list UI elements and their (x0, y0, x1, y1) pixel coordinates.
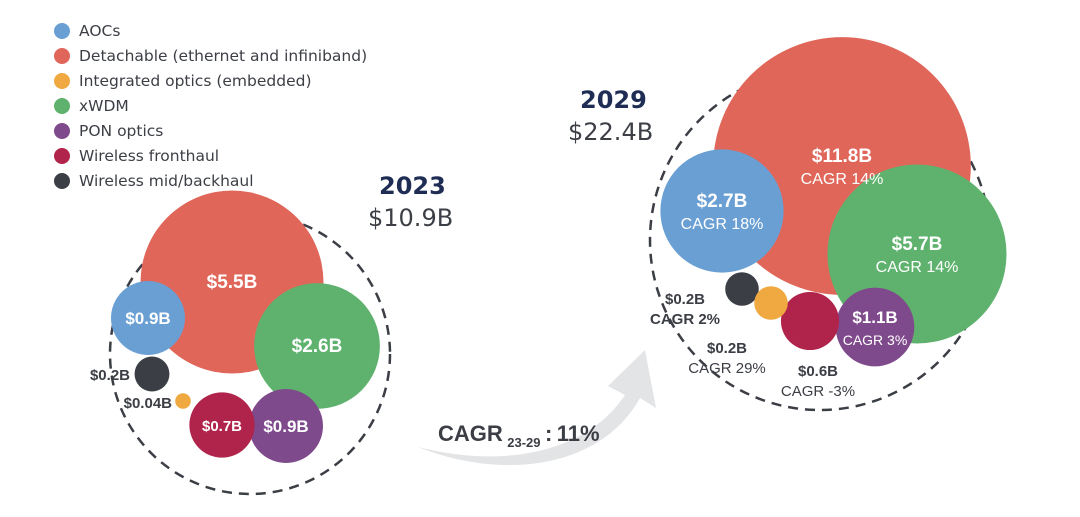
legend-item: Integrated optics (embedded) (54, 68, 367, 93)
legend-label: Integrated optics (embedded) (79, 71, 312, 90)
cagr-label: CAGR -3% (781, 383, 855, 400)
legend-swatch (54, 122, 70, 139)
data-label: $5.7B (892, 234, 943, 255)
data-label: $11.8B (812, 146, 872, 167)
bubble-2029 (780, 291, 840, 351)
legend-item: Wireless mid/backhaul (54, 168, 367, 193)
legend-swatch (54, 72, 70, 89)
legend-item: AOCs (54, 18, 367, 43)
group-boundary-2023 (108, 212, 392, 496)
legend-swatch (54, 172, 70, 189)
legend-swatch (54, 22, 70, 39)
cagr-label: CAGR 14% (801, 171, 884, 188)
bubble-2023 (249, 389, 323, 463)
legend-label: Wireless fronthaul (79, 146, 220, 165)
legend-swatch (54, 47, 70, 64)
legend-item: Wireless fronthaul (54, 143, 367, 168)
cagr-annotation: CAGR 23-29 : 11% (438, 421, 600, 451)
legend-swatch (54, 97, 70, 114)
legend-label: xWDM (79, 96, 129, 115)
bubble-2029 (660, 149, 784, 273)
data-label: $0.9B (263, 417, 308, 436)
data-label: $2.6B (292, 336, 343, 357)
total-label-2023: $10.9B (368, 204, 454, 232)
data-label: $0.04B (124, 395, 173, 412)
cagr-label: CAGR 14% (876, 259, 959, 276)
bubble-2029 (754, 286, 788, 320)
legend-label: AOCs (79, 21, 121, 40)
legend-label: PON optics (79, 121, 164, 140)
cagr-label: CAGR 29% (688, 360, 766, 377)
legend-label: Wireless mid/backhaul (79, 171, 254, 190)
year-label-2029: 2029 (580, 86, 647, 114)
cagr-label: CAGR 3% (843, 332, 908, 348)
growth-arrow (418, 350, 656, 466)
cagr-label: CAGR 2% (650, 311, 720, 328)
bubble-2023 (175, 393, 191, 409)
data-label: $2.7B (697, 191, 748, 212)
legend-item: xWDM (54, 93, 367, 118)
legend: AOCs Detachable (ethernet and infiniband)… (54, 18, 367, 193)
data-label: $0.7B (202, 418, 242, 435)
bubble-2023 (254, 283, 380, 409)
total-label-2029: $22.4B (568, 118, 654, 146)
year-label-2023: 2023 (379, 172, 446, 200)
bubble-2023 (111, 281, 185, 355)
cagr-label: CAGR 18% (681, 216, 764, 233)
bubble-2023 (189, 392, 255, 458)
legend-item: Detachable (ethernet and infiniband) (54, 43, 367, 68)
data-label: $0.2B (90, 367, 130, 384)
data-label: $5.5B (207, 272, 258, 293)
data-label: $0.2B (707, 340, 747, 357)
legend-swatch (54, 147, 70, 164)
bubble-2029 (835, 287, 915, 367)
data-label: $0.6B (798, 363, 838, 380)
bubble-2029 (725, 272, 759, 306)
data-label: $0.2B (665, 291, 705, 308)
bubble-2023 (134, 356, 170, 392)
data-label: $1.1B (852, 308, 897, 327)
data-label: $0.9B (125, 309, 170, 328)
legend-item: PON optics (54, 118, 367, 143)
legend-label: Detachable (ethernet and infiniband) (79, 46, 368, 65)
